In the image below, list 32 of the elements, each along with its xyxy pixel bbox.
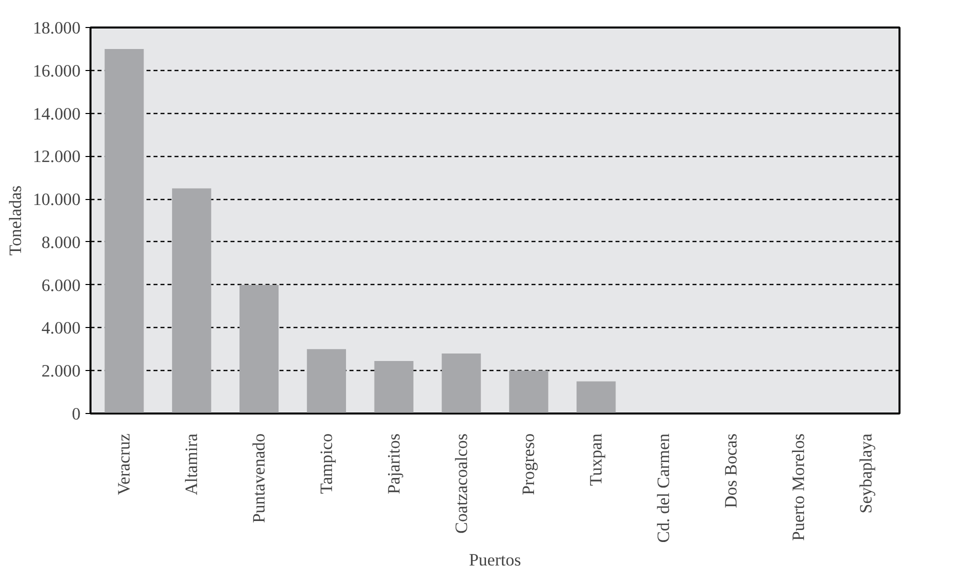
x-tick-label: Progreso	[519, 433, 538, 496]
x-tick-label: Tuxpan	[586, 433, 606, 486]
x-axis-title: Puertos	[469, 550, 522, 570]
y-tick-label: 14.000	[32, 104, 81, 124]
y-tick-label: 16.000	[32, 61, 81, 80]
x-tick-label: Coatzacoalcos	[452, 433, 471, 534]
y-tick-label: 10.000	[32, 190, 81, 210]
bar	[239, 284, 279, 414]
bar	[104, 48, 144, 414]
x-tick-label: Puntavenado	[250, 433, 269, 524]
y-tick-label: 4.000	[42, 318, 81, 338]
bar	[374, 360, 414, 414]
x-tick-label: Cd. del Carmen	[654, 433, 674, 543]
x-tick-label: Dos Bocas	[721, 433, 740, 508]
bar	[509, 370, 548, 414]
x-tick-label: Tampico	[316, 433, 336, 494]
bar	[172, 188, 212, 414]
x-tick-label: Puerto Morelos	[788, 433, 808, 541]
y-tick-label: 6.000	[42, 276, 81, 295]
x-tick-label: Pajaritos	[384, 433, 404, 494]
y-tick-label: 0	[72, 404, 81, 424]
y-tick-label: 8.000	[42, 232, 81, 252]
bar	[576, 381, 616, 414]
bar	[306, 349, 346, 414]
x-tick-label: Seybaplaya	[856, 433, 876, 514]
bar	[442, 353, 481, 414]
y-tick-label: 2.000	[42, 362, 81, 381]
x-tick-label: Altamira	[182, 433, 202, 496]
y-tick-label: 18.000	[32, 18, 81, 38]
x-tick-label: Veracruz	[114, 433, 134, 496]
y-axis-title: Toneladas	[6, 185, 25, 256]
y-tick-label: 12.000	[32, 147, 81, 166]
